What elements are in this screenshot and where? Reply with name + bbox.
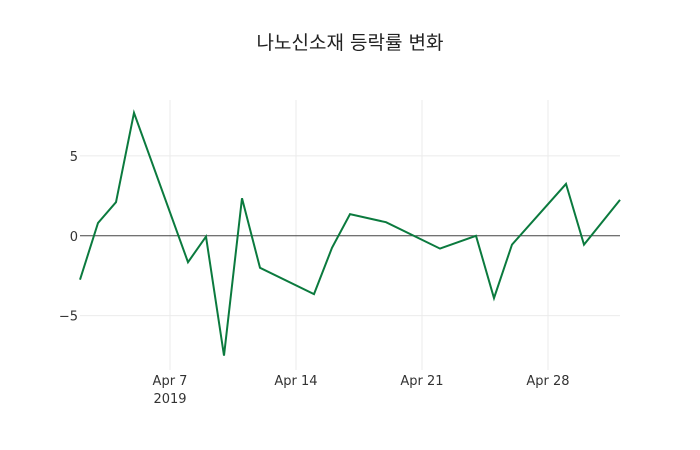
x-tick-label: Apr 7: [153, 374, 188, 389]
y-tick-label: 0: [70, 230, 78, 245]
x-tick-label: Apr 28: [526, 374, 569, 389]
x-tick-label: Apr 14: [274, 374, 317, 389]
x-axis: Apr 7 2019 Apr 14 Apr 21 Apr 28: [153, 374, 570, 407]
x-tick-label: Apr 21: [400, 374, 443, 389]
y-axis: 5 0 −5: [59, 150, 78, 325]
y-tick-label: −5: [59, 310, 78, 325]
series-line: [79, 109, 621, 356]
y-tick-label: 5: [70, 150, 78, 165]
chart-title: 나노신소재 등락률 변화: [256, 32, 444, 54]
gridlines: [80, 100, 620, 370]
series-path: [79, 109, 621, 356]
x-tick-year-label: 2019: [153, 392, 186, 407]
